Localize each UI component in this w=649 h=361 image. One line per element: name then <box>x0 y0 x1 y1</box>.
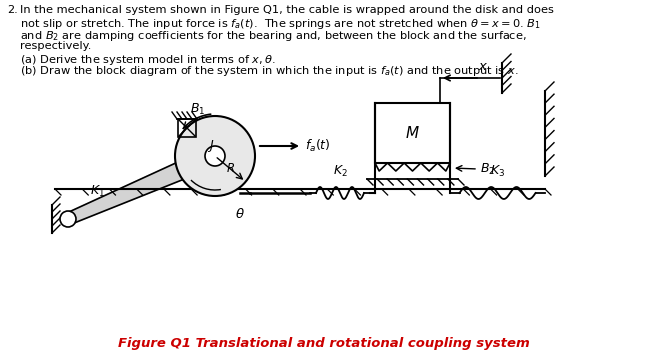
Text: (a) Derive the system model in terms of $x,\theta$.: (a) Derive the system model in terms of … <box>20 53 276 67</box>
Circle shape <box>205 146 225 166</box>
Text: M: M <box>406 126 419 140</box>
Text: R: R <box>227 161 235 174</box>
Circle shape <box>175 116 255 196</box>
Text: $B_2$: $B_2$ <box>480 161 495 177</box>
Text: (b) Draw the block diagram of the system in which the input is $f_a(t)$ and the : (b) Draw the block diagram of the system… <box>20 64 519 78</box>
Text: $\theta$: $\theta$ <box>235 207 245 221</box>
Text: $K_2$: $K_2$ <box>332 164 347 179</box>
Text: $f_a(t)$: $f_a(t)$ <box>305 138 331 154</box>
Text: respectively.: respectively. <box>20 41 92 51</box>
Polygon shape <box>66 147 219 225</box>
Bar <box>375 103 450 163</box>
Text: Figure Q1 Translational and rotational coupling system: Figure Q1 Translational and rotational c… <box>118 336 530 349</box>
Text: 2.: 2. <box>7 5 18 15</box>
Text: and $B_2$ are damping coefficients for the bearing and, between the block and th: and $B_2$ are damping coefficients for t… <box>20 29 527 43</box>
Text: $B_1$: $B_1$ <box>190 102 205 117</box>
Text: In the mechanical system shown in Figure Q1, the cable is wrapped around the dis: In the mechanical system shown in Figure… <box>20 5 554 15</box>
Text: not slip or stretch. The input force is $f_a(t)$.  The springs are not stretched: not slip or stretch. The input force is … <box>20 17 541 31</box>
Bar <box>178 119 196 137</box>
Circle shape <box>60 211 76 227</box>
Text: $K_3$: $K_3$ <box>490 164 505 179</box>
Text: $K_1$: $K_1$ <box>90 184 105 200</box>
Text: x: x <box>478 60 486 73</box>
Text: J: J <box>209 139 213 152</box>
